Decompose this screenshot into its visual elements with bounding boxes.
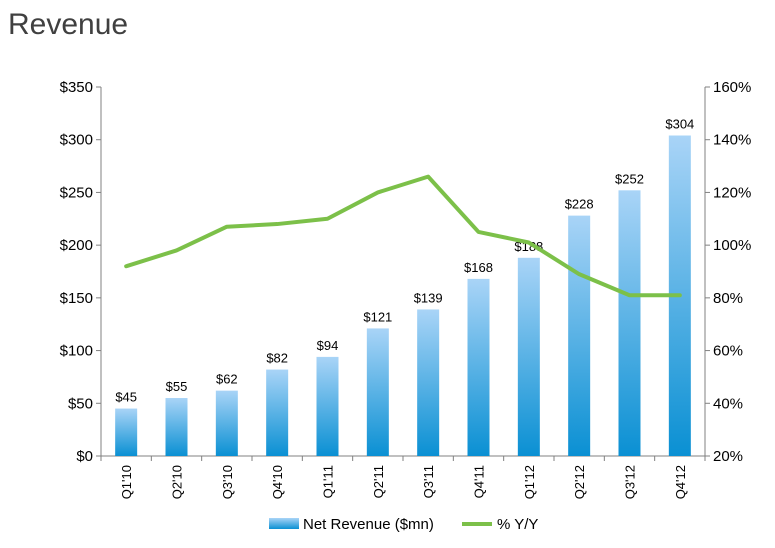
yoy-growth-line	[124, 174, 682, 298]
x-tick-label: Q4'11	[472, 465, 487, 498]
right-tick-label: 100%	[713, 237, 751, 254]
legend-yoy-label: % Y/Y	[497, 516, 538, 533]
yoy-growth-point	[678, 293, 682, 297]
revenue-bar	[517, 257, 540, 456]
revenue-bar	[215, 390, 238, 456]
legend-revenue-label: Net Revenue ($mn)	[303, 516, 434, 533]
revenue-data-label: $82	[266, 351, 288, 366]
revenue-bar	[165, 398, 188, 456]
revenue-data-label: $121	[363, 309, 392, 324]
revenue-data-label: $45	[115, 390, 137, 405]
yoy-growth-point	[426, 175, 430, 179]
x-tick-label: Q3'12	[623, 465, 638, 499]
yoy-growth-point	[175, 248, 178, 252]
x-tick-label: Q2'10	[170, 465, 185, 499]
yoy-growth-point	[225, 225, 229, 229]
left-tick-label: $200	[60, 237, 93, 254]
x-tick-label: Q1'10	[119, 465, 134, 499]
revenue-bar	[366, 328, 389, 456]
legend-revenue-swatch	[269, 518, 299, 529]
x-tick-label: Q1'12	[522, 465, 537, 499]
x-tick-label: Q4'10	[270, 465, 285, 499]
x-tick-label: Q4'12	[673, 465, 688, 499]
x-tick-label: Q1'11	[321, 465, 336, 498]
yoy-growth-point	[326, 217, 329, 221]
left-tick-label: $300	[60, 132, 93, 149]
right-tick-label: 160%	[713, 79, 751, 96]
right-tick-label: 20%	[713, 448, 743, 465]
revenue-data-label: $168	[464, 260, 493, 275]
x-tick-label: Q2'12	[572, 465, 587, 499]
yoy-growth-point	[628, 293, 631, 297]
yoy-growth-point	[376, 190, 380, 194]
revenue-bar	[618, 190, 641, 456]
revenue-data-label: $94	[317, 338, 339, 353]
revenue-bar	[417, 309, 440, 456]
right-tick-label: 80%	[713, 290, 743, 307]
right-tick-label: 40%	[713, 395, 743, 412]
yoy-growth-point	[275, 222, 279, 226]
yoy-growth-point	[477, 230, 480, 234]
x-tick-label: Q3'10	[220, 465, 235, 499]
yoy-growth-point	[577, 272, 581, 276]
x-tick-label: Q2'11	[371, 465, 386, 498]
left-tick-label: $50	[68, 395, 93, 412]
page-title: Revenue	[8, 8, 129, 41]
revenue-data-label: $55	[166, 379, 188, 394]
revenue-bar	[467, 278, 490, 456]
yoy-growth-point	[124, 264, 128, 268]
revenue-bar	[266, 369, 289, 456]
revenue-bar	[316, 356, 339, 456]
right-tick-label: 140%	[713, 132, 751, 149]
left-tick-label: $350	[60, 79, 93, 96]
revenue-data-label: $139	[414, 290, 443, 305]
revenue-bar	[568, 215, 591, 456]
right-tick-label: 60%	[713, 343, 743, 360]
revenue-bar	[115, 408, 138, 456]
yoy-growth-point	[527, 241, 531, 245]
right-tick-label: 120%	[713, 184, 751, 201]
revenue-data-label: $304	[665, 116, 694, 131]
left-tick-label: $150	[60, 290, 93, 307]
revenue-data-label: $62	[216, 372, 238, 387]
revenue-data-label: $252	[615, 171, 644, 186]
x-tick-label: Q3'11	[421, 465, 436, 498]
left-tick-label: $250	[60, 184, 93, 201]
left-tick-label: $0	[76, 448, 93, 465]
left-tick-label: $100	[60, 343, 93, 360]
revenue-data-label: $228	[565, 197, 594, 212]
